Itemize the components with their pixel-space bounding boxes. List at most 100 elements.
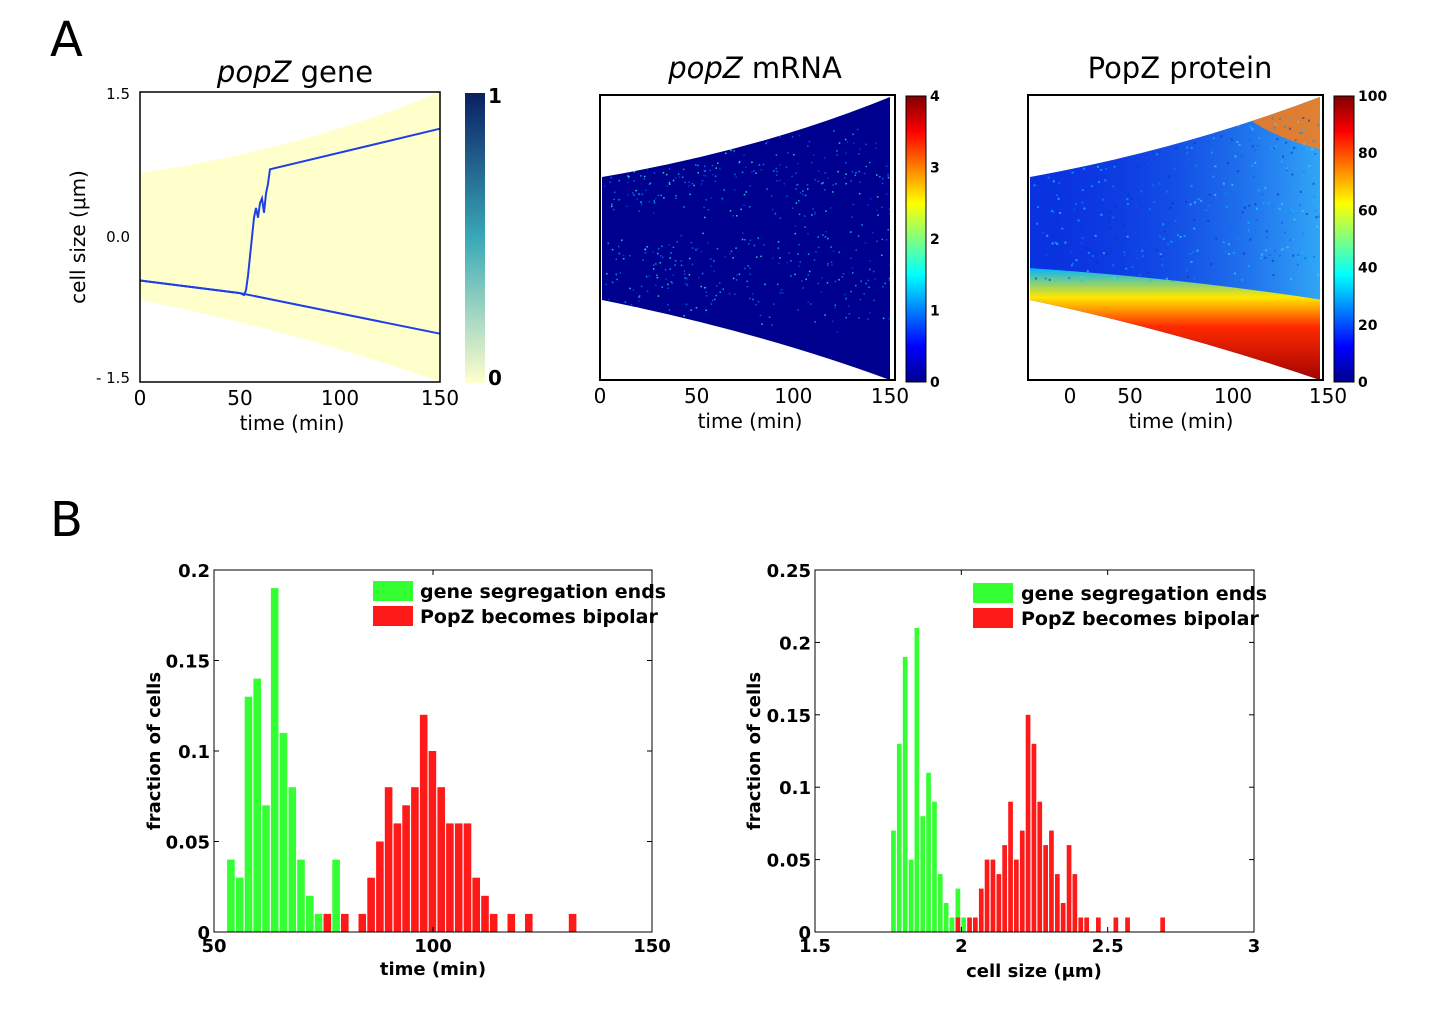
- protein-speckle: [1113, 165, 1116, 168]
- mrna-speckle: [614, 309, 616, 311]
- mrna-speckle: [735, 176, 737, 178]
- mrna-speckle: [689, 158, 691, 160]
- mrna-speckle: [779, 136, 781, 138]
- mrna-speckle: [845, 182, 847, 185]
- protein-speckle: [1266, 236, 1269, 239]
- mrna-speckle: [859, 181, 861, 183]
- mrna-speckle: [749, 185, 751, 187]
- size-histogram-y-label: fraction of cells: [744, 672, 765, 830]
- mrna-speckle: [626, 160, 628, 162]
- mrna-speckle: [746, 285, 749, 288]
- protein-speckle: [1237, 170, 1240, 173]
- mrna-speckle: [704, 165, 706, 168]
- protein-speckle: [1081, 237, 1084, 240]
- protein-speckle: [1271, 147, 1274, 150]
- size-histogram-bar-red: [978, 888, 984, 932]
- time-histogram-bar-red: [481, 895, 489, 932]
- size-histogram-x-tick: 2.5: [1092, 936, 1124, 957]
- mrna-speckle: [677, 173, 680, 175]
- mrna-speckle: [749, 273, 752, 275]
- mrna-speckle: [827, 264, 829, 267]
- mrna-speckle: [798, 213, 801, 216]
- protein-speckle: [1091, 255, 1094, 257]
- protein-speckle: [1185, 201, 1187, 204]
- protein-speckle: [1163, 230, 1166, 233]
- size-histogram-bar-red: [1060, 903, 1066, 932]
- protein-speckle: [1183, 166, 1186, 169]
- mrna-speckle: [830, 246, 832, 248]
- protein-speckle: [1249, 126, 1252, 129]
- protein-speckle: [1193, 277, 1196, 280]
- mrna-speckle: [710, 265, 712, 267]
- mrna-speckle: [614, 191, 616, 194]
- mrna-speckle: [615, 273, 617, 276]
- legend-swatch-green: [373, 581, 413, 601]
- protein-speckle: [1124, 254, 1126, 257]
- protein-speckle: [1046, 234, 1049, 237]
- mrna-speckle: [775, 167, 777, 170]
- protein-speckle: [1073, 141, 1076, 144]
- mrna-speckle: [855, 172, 857, 174]
- mrna-speckle: [605, 283, 607, 286]
- mrna-speckle: [869, 260, 871, 262]
- protein-speckle: [1159, 253, 1162, 256]
- mrna-speckle: [855, 249, 857, 251]
- mrna-speckle: [882, 177, 884, 180]
- mrna-speckle: [668, 168, 671, 170]
- mrna-speckle: [760, 169, 762, 171]
- protein-speckle: [1285, 169, 1288, 172]
- time-histogram-y-tick: 0.15: [166, 652, 210, 673]
- protein-speckle: [1113, 277, 1115, 280]
- mrna-speckle: [824, 314, 826, 316]
- mrna-speckle: [626, 151, 628, 153]
- mrna-speckle: [610, 302, 613, 304]
- mrna-speckle: [683, 273, 686, 275]
- mrna-speckle: [728, 292, 731, 295]
- protein-speckle: [1265, 249, 1268, 252]
- mrna-speckle: [807, 233, 809, 235]
- mrna-speckle: [640, 175, 642, 177]
- mrna-speckle: [892, 132, 894, 134]
- mrna-speckle: [609, 181, 611, 183]
- mrna-speckle: [664, 269, 667, 271]
- protein-speckle: [1212, 117, 1215, 120]
- gene-x-tick: 100: [321, 386, 359, 410]
- protein-speckle: [1126, 203, 1129, 205]
- mrna-speckle: [662, 256, 664, 259]
- mrna-speckle: [734, 247, 737, 249]
- mrna-speckle: [771, 208, 774, 211]
- time-histogram-bar-green: [288, 787, 297, 932]
- protein-speckle: [1059, 162, 1062, 165]
- mrna-speckle: [791, 136, 794, 138]
- protein-speckle: [1297, 254, 1300, 257]
- protein-speckle: [1240, 155, 1243, 158]
- mrna-speckle: [652, 264, 655, 266]
- protein-x-tick: 50: [1117, 384, 1142, 408]
- gene-y-tick-mid: 0.0: [106, 228, 130, 246]
- mrna-speckle: [846, 141, 849, 143]
- mrna-speckle: [812, 208, 814, 210]
- mrna-speckle: [686, 284, 689, 286]
- protein-speckle: [1136, 257, 1139, 260]
- protein-speckle: [1201, 166, 1204, 169]
- mrna-speckle: [753, 170, 755, 172]
- mrna-speckle: [888, 277, 890, 280]
- protein-speckle: [1082, 167, 1085, 170]
- protein-speckle: [1112, 264, 1115, 267]
- protein-speckle: [1177, 234, 1179, 237]
- mrna-speckle: [644, 248, 646, 250]
- mrna-speckle: [877, 214, 879, 216]
- protein-speckle: [1057, 197, 1060, 200]
- mrna-speckle: [833, 130, 835, 132]
- time-histogram-bar-red: [358, 913, 367, 932]
- protein-speckle: [1237, 124, 1240, 127]
- protein-speckle: [1243, 206, 1246, 209]
- mrna-speckle: [753, 244, 756, 246]
- protein-speckle: [1254, 203, 1257, 206]
- mrna-speckle: [802, 193, 804, 196]
- mrna-speckle: [740, 208, 742, 211]
- protein-speckle: [1220, 135, 1223, 138]
- protein-speckle: [1292, 209, 1295, 212]
- protein-speckle: [1232, 164, 1235, 166]
- mrna-speckle: [832, 250, 835, 252]
